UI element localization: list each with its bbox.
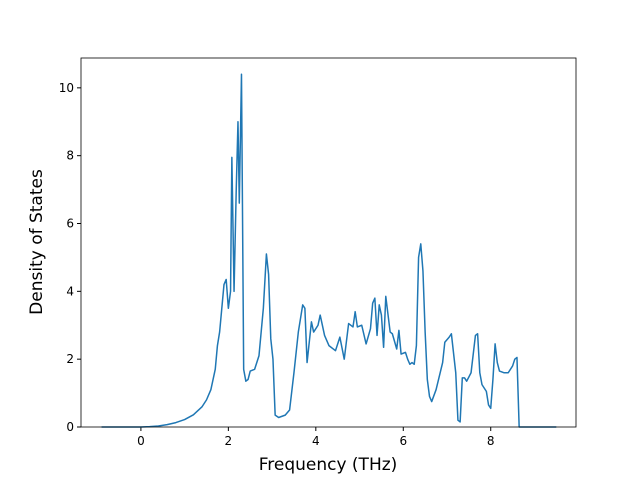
y-tick-label: 4 <box>66 284 74 298</box>
x-tick-label: 8 <box>487 434 495 448</box>
line <box>101 73 557 428</box>
x-tick-label: 6 <box>399 434 407 448</box>
x-tick-label: 4 <box>312 434 320 448</box>
plot-frame <box>80 57 577 428</box>
y-tick-label: 10 <box>59 81 74 95</box>
x-axis-label: Frequency (THz) <box>259 455 398 475</box>
y-tick-label: 6 <box>66 217 74 231</box>
y-tick-label: 2 <box>66 352 74 366</box>
y-tick-label: 0 <box>66 420 74 434</box>
x-tick-label: 2 <box>225 434 233 448</box>
y-tick-label: 8 <box>66 149 74 163</box>
y-axis-label: Density of States <box>27 169 47 315</box>
x-tick-label: 0 <box>137 434 145 448</box>
